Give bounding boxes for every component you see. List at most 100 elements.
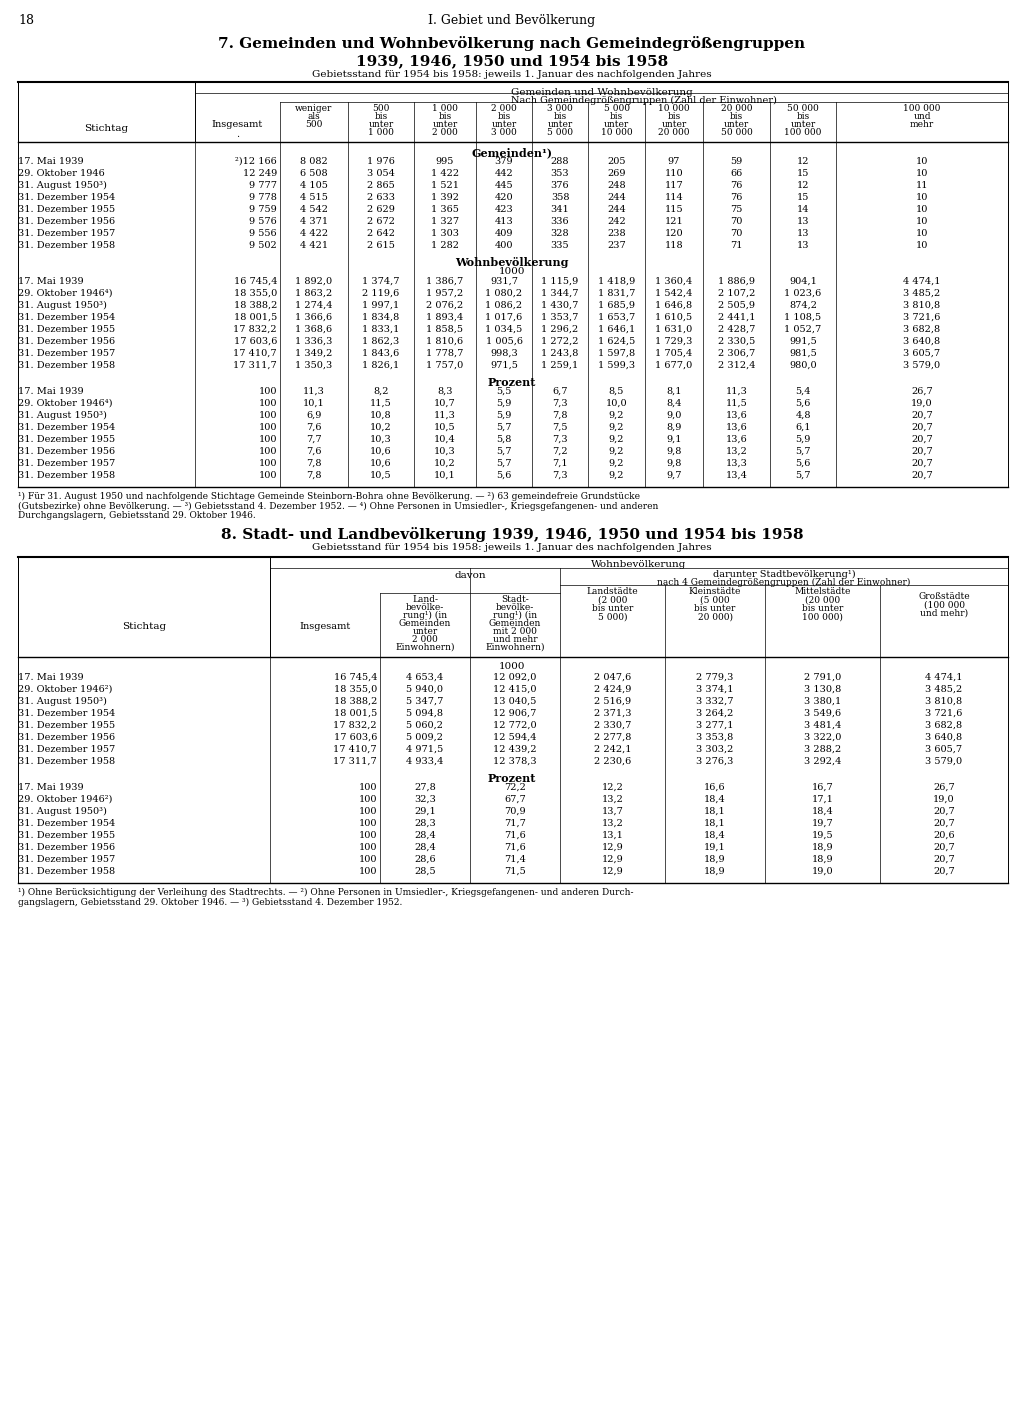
Text: 341: 341 bbox=[551, 205, 569, 214]
Text: 31. Dezember 1956: 31. Dezember 1956 bbox=[18, 337, 137, 347]
Text: 2 516,9: 2 516,9 bbox=[594, 697, 631, 706]
Text: 4 422: 4 422 bbox=[300, 230, 328, 238]
Text: 12 594,4: 12 594,4 bbox=[494, 733, 537, 742]
Text: 9 759: 9 759 bbox=[249, 205, 278, 214]
Text: 12,9: 12,9 bbox=[602, 856, 624, 864]
Text: 71,6: 71,6 bbox=[504, 843, 526, 851]
Text: 29,1: 29,1 bbox=[414, 807, 436, 816]
Text: 6,9: 6,9 bbox=[306, 411, 322, 421]
Text: 5,4: 5,4 bbox=[796, 386, 811, 396]
Text: 15: 15 bbox=[797, 193, 809, 202]
Text: 7,6: 7,6 bbox=[306, 446, 322, 456]
Text: Großstädte: Großstädte bbox=[919, 592, 970, 600]
Text: 9 778: 9 778 bbox=[249, 193, 278, 202]
Text: 3 130,8: 3 130,8 bbox=[804, 684, 841, 694]
Text: 5,7: 5,7 bbox=[497, 446, 512, 456]
Text: 3 605,7: 3 605,7 bbox=[926, 744, 963, 754]
Text: 4,8: 4,8 bbox=[796, 411, 811, 421]
Text: 4 474,1: 4 474,1 bbox=[903, 277, 941, 287]
Text: 2 642: 2 642 bbox=[367, 230, 395, 238]
Text: rung¹) (in: rung¹) (in bbox=[402, 610, 447, 620]
Text: 115: 115 bbox=[665, 205, 683, 214]
Text: 5 000): 5 000) bbox=[598, 613, 628, 622]
Text: 1 350,3: 1 350,3 bbox=[295, 361, 333, 369]
Text: 10,1: 10,1 bbox=[434, 471, 456, 481]
Text: 379: 379 bbox=[495, 157, 513, 165]
Text: 12 906,7: 12 906,7 bbox=[494, 709, 537, 719]
Text: 12 772,0: 12 772,0 bbox=[494, 722, 537, 730]
Text: Gebietsstand für 1954 bis 1958: jeweils 1. Januar des nachfolgenden Jahres: Gebietsstand für 1954 bis 1958: jeweils … bbox=[312, 543, 712, 552]
Text: (2 000: (2 000 bbox=[598, 596, 627, 605]
Text: 1 810,6: 1 810,6 bbox=[426, 337, 464, 347]
Text: Nach Gemeindegrößengruppen (Zahl der Einwohner): Nach Gemeindegrößengruppen (Zahl der Ein… bbox=[511, 96, 777, 106]
Text: Gemeinden¹): Gemeinden¹) bbox=[471, 147, 553, 158]
Text: 2 230,6: 2 230,6 bbox=[594, 757, 631, 766]
Text: 10: 10 bbox=[915, 241, 928, 250]
Text: 17 410,7: 17 410,7 bbox=[233, 349, 278, 358]
Text: 1 705,4: 1 705,4 bbox=[655, 349, 692, 358]
Text: 2 000: 2 000 bbox=[432, 128, 458, 137]
Text: 31. Dezember 1956: 31. Dezember 1956 bbox=[18, 733, 146, 742]
Text: 10,6: 10,6 bbox=[371, 459, 392, 468]
Text: 20,7: 20,7 bbox=[933, 843, 954, 851]
Text: 117: 117 bbox=[665, 181, 683, 190]
Text: 71,7: 71,7 bbox=[504, 819, 526, 829]
Text: Insgesamt: Insgesamt bbox=[299, 622, 350, 630]
Text: 121: 121 bbox=[665, 217, 683, 225]
Text: 1 599,3: 1 599,3 bbox=[598, 361, 635, 369]
Text: 18,4: 18,4 bbox=[705, 796, 726, 804]
Text: 1 858,5: 1 858,5 bbox=[427, 325, 464, 334]
Text: 12: 12 bbox=[797, 181, 809, 190]
Text: 244: 244 bbox=[607, 193, 626, 202]
Text: 20,7: 20,7 bbox=[933, 807, 954, 816]
Text: 1 521: 1 521 bbox=[431, 181, 459, 190]
Text: 1 843,6: 1 843,6 bbox=[362, 349, 399, 358]
Text: 1 833,1: 1 833,1 bbox=[362, 325, 399, 334]
Text: 20,7: 20,7 bbox=[911, 459, 933, 468]
Text: 8,2: 8,2 bbox=[374, 386, 389, 396]
Text: 10 000: 10 000 bbox=[658, 104, 690, 113]
Text: 71,5: 71,5 bbox=[504, 867, 526, 876]
Text: 9 556: 9 556 bbox=[250, 230, 278, 238]
Text: 10 000: 10 000 bbox=[601, 128, 632, 137]
Text: 18,9: 18,9 bbox=[705, 867, 726, 876]
Text: 17 832,2: 17 832,2 bbox=[233, 325, 278, 334]
Text: 1 005,6: 1 005,6 bbox=[485, 337, 522, 347]
Text: 248: 248 bbox=[607, 181, 626, 190]
Text: 19,0: 19,0 bbox=[933, 796, 954, 804]
Text: 12,2: 12,2 bbox=[601, 783, 624, 791]
Text: 17. Mai 1939: 17. Mai 1939 bbox=[18, 783, 162, 791]
Text: 874,2: 874,2 bbox=[790, 301, 817, 309]
Text: 100: 100 bbox=[258, 459, 278, 468]
Text: 11,3: 11,3 bbox=[434, 411, 456, 421]
Text: 5,9: 5,9 bbox=[497, 411, 512, 421]
Text: 16 745,4: 16 745,4 bbox=[334, 673, 377, 682]
Text: 18,1: 18,1 bbox=[705, 807, 726, 816]
Text: unter: unter bbox=[724, 120, 750, 128]
Text: 13,6: 13,6 bbox=[726, 435, 748, 443]
Text: 1 296,2: 1 296,2 bbox=[542, 325, 579, 334]
Text: davon: davon bbox=[455, 570, 485, 580]
Text: 995: 995 bbox=[436, 157, 455, 165]
Text: 413: 413 bbox=[495, 217, 513, 225]
Text: mehr: mehr bbox=[910, 120, 934, 128]
Text: 17 311,7: 17 311,7 bbox=[233, 361, 278, 369]
Text: bis unter: bis unter bbox=[592, 605, 633, 613]
Text: rung¹) (in: rung¹) (in bbox=[493, 610, 537, 620]
Text: 4 474,1: 4 474,1 bbox=[926, 673, 963, 682]
Text: 28,4: 28,4 bbox=[414, 843, 436, 851]
Text: 67,7: 67,7 bbox=[504, 796, 526, 804]
Text: 10,6: 10,6 bbox=[371, 446, 392, 456]
Text: 4 421: 4 421 bbox=[300, 241, 328, 250]
Text: 2 672: 2 672 bbox=[367, 217, 395, 225]
Text: 980,0: 980,0 bbox=[790, 361, 817, 369]
Text: 5 094,8: 5 094,8 bbox=[407, 709, 443, 719]
Text: 3 000: 3 000 bbox=[547, 104, 572, 113]
Text: 1 957,2: 1 957,2 bbox=[426, 289, 464, 298]
Text: 1 646,1: 1 646,1 bbox=[598, 325, 635, 334]
Text: I. Gebiet und Bevölkerung: I. Gebiet und Bevölkerung bbox=[428, 14, 596, 27]
Text: 1 646,8: 1 646,8 bbox=[655, 301, 692, 309]
Text: Insgesamt: Insgesamt bbox=[212, 120, 263, 128]
Text: 19,0: 19,0 bbox=[911, 399, 933, 408]
Text: 353: 353 bbox=[551, 170, 569, 178]
